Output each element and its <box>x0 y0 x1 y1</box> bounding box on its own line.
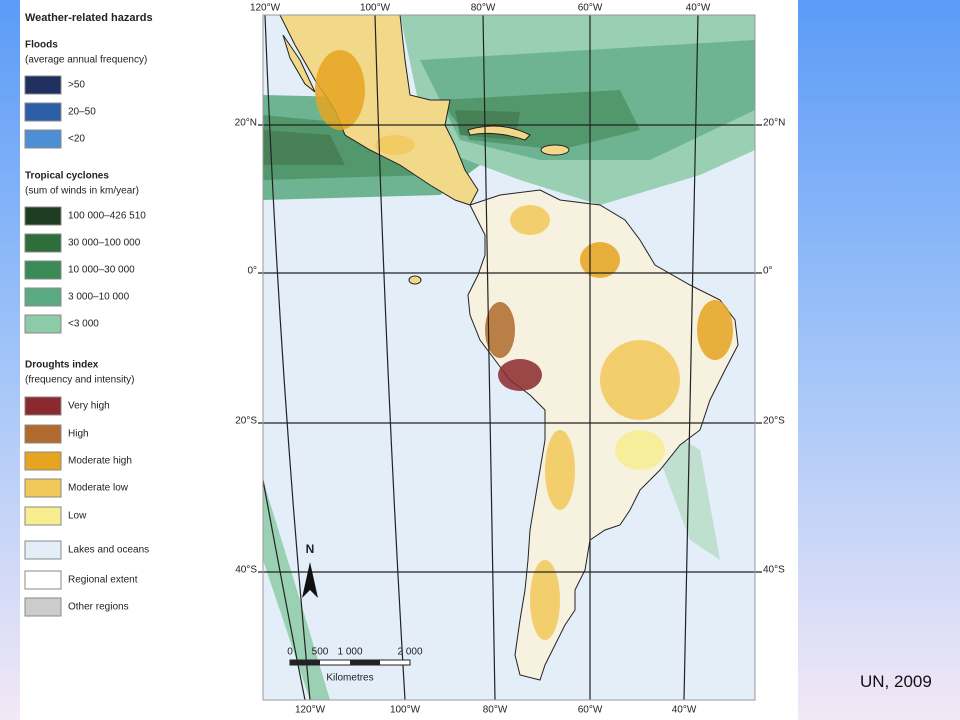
longitude-label: 60°W <box>578 705 603 716</box>
legend-swatch <box>24 206 62 226</box>
scale-label: 500 <box>312 647 329 658</box>
legend-label: >50 <box>68 80 85 91</box>
scale-label: 0 <box>287 647 293 658</box>
legend-swatch <box>24 260 62 280</box>
legend-label: Very high <box>68 401 110 412</box>
longitude-label: 60°W <box>578 3 603 14</box>
legend-title: Weather-related hazards <box>25 12 153 24</box>
latitude-label: 20°N <box>763 118 785 129</box>
north-label: N <box>306 542 315 556</box>
latitude-label: 20°N <box>235 118 257 129</box>
legend-swatch <box>24 570 62 590</box>
latitude-label: 0° <box>763 266 773 277</box>
scale-bar <box>289 659 411 666</box>
legend-swatch <box>24 540 62 560</box>
section-title: Tropical cyclones <box>25 171 109 182</box>
section-subtitle: (sum of winds in km/year) <box>25 186 139 197</box>
longitude-label: 100°W <box>390 705 421 716</box>
legend-swatch <box>24 424 62 444</box>
legend-label: High <box>68 429 89 440</box>
latitude-label: 40°S <box>235 565 257 576</box>
legend-label: Low <box>68 511 87 522</box>
legend-swatch <box>24 506 62 526</box>
scale-label: 1 000 <box>337 647 362 658</box>
latitude-label: 0° <box>247 266 257 277</box>
legend-swatch <box>24 102 62 122</box>
legend-label: 3 000–10 000 <box>68 292 130 303</box>
drought-patches <box>315 50 733 640</box>
legend-swatch <box>24 597 62 617</box>
longitude-label: 40°W <box>672 705 697 716</box>
legend-label: Other regions <box>68 602 129 613</box>
legend-label: <20 <box>68 134 85 145</box>
legend-swatch <box>24 451 62 471</box>
section-title: Floods <box>25 40 58 51</box>
longitude-label: 80°W <box>471 3 496 14</box>
legend-swatch <box>24 75 62 95</box>
graticule <box>263 15 699 700</box>
legend-label: Regional extent <box>68 575 138 586</box>
map-frame <box>262 14 756 701</box>
legend-label: Lakes and oceans <box>68 545 149 556</box>
north-arrow: N <box>302 542 318 598</box>
legend-swatch <box>24 287 62 307</box>
legend-label: 20–50 <box>68 107 96 118</box>
legend-label: 100 000–426 510 <box>68 211 146 222</box>
legend-swatch <box>24 478 62 498</box>
legend-label: 10 000–30 000 <box>68 265 135 276</box>
latitude-label: 20°S <box>235 416 257 427</box>
legend-swatch <box>24 233 62 253</box>
legend-swatch <box>24 129 62 149</box>
latitude-label: 40°S <box>763 565 785 576</box>
legend-swatch <box>24 314 62 334</box>
longitude-label: 40°W <box>686 3 711 14</box>
longitude-label: 120°W <box>250 3 281 14</box>
longitude-label: 120°W <box>295 705 326 716</box>
map <box>263 15 755 700</box>
legend-label: <3 000 <box>68 319 99 330</box>
section-subtitle: (average annual frequency) <box>25 55 147 66</box>
longitude-label: 100°W <box>360 3 391 14</box>
section-title: Droughts index <box>25 360 99 371</box>
scale-label: 2 000 <box>397 647 422 658</box>
section-subtitle: (frequency and intensity) <box>25 375 135 386</box>
parallels <box>258 124 762 573</box>
longitude-label: 80°W <box>483 705 508 716</box>
legend-label: Moderate low <box>68 483 129 494</box>
latitude-label: 20°S <box>763 416 785 427</box>
source: UN, 2009 <box>860 672 932 691</box>
legend-label: Moderate high <box>68 456 132 467</box>
scale-unit: Kilometres <box>326 673 373 684</box>
legend-swatch <box>24 396 62 416</box>
legend-label: 30 000–100 000 <box>68 238 141 249</box>
